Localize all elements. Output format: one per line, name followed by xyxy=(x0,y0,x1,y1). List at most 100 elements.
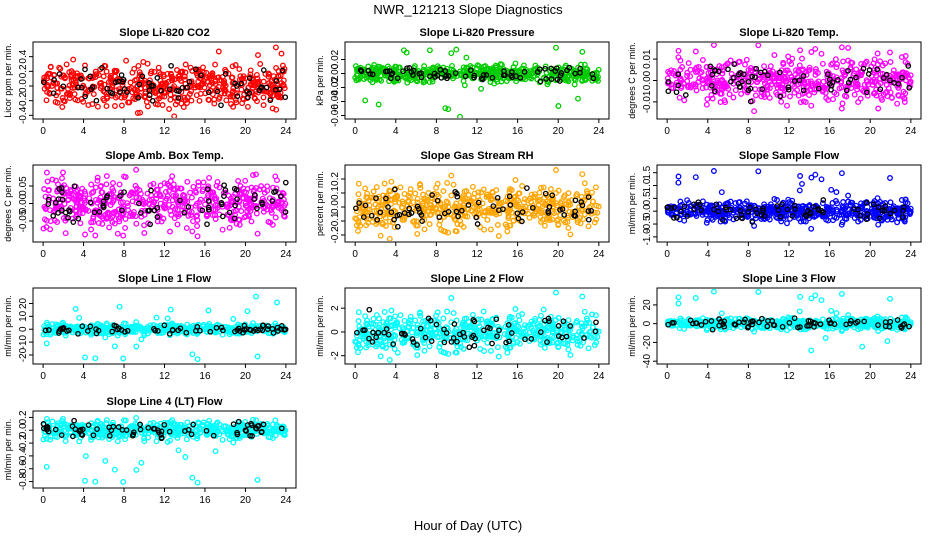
scatter-point xyxy=(229,80,236,86)
scatter-point xyxy=(578,330,585,337)
scatter-point xyxy=(161,205,168,212)
scatter-point xyxy=(799,55,805,62)
scatter-point xyxy=(485,209,492,216)
reference-point xyxy=(169,327,176,334)
reference-point xyxy=(462,73,469,80)
reference-point xyxy=(785,84,792,91)
reference-point xyxy=(46,327,52,333)
reference-point xyxy=(214,88,221,95)
scatter-point xyxy=(397,184,404,191)
reference-point xyxy=(800,87,807,94)
scatter-point xyxy=(393,319,400,326)
reference-point xyxy=(712,67,718,73)
scatter-point xyxy=(898,71,905,77)
scatter-point xyxy=(417,184,424,191)
scatter-point xyxy=(355,227,361,234)
reference-point xyxy=(391,216,397,223)
scatter-point xyxy=(376,315,382,322)
scatter-point xyxy=(818,176,825,183)
scatter-point xyxy=(452,349,459,356)
scatter-point xyxy=(565,78,572,85)
scatter-point xyxy=(161,202,168,209)
scatter-point xyxy=(565,346,572,353)
scatter-point xyxy=(590,324,596,331)
scatter-point xyxy=(752,92,759,99)
chart-title: Slope Li-820 Temp. xyxy=(739,27,838,39)
scatter-point xyxy=(460,202,467,209)
scatter-point xyxy=(255,81,262,88)
scatter-point xyxy=(564,212,571,219)
scatter-point xyxy=(254,230,261,237)
scatter-point xyxy=(140,58,147,65)
scatter-point xyxy=(843,211,850,218)
scatter-point xyxy=(183,225,190,232)
scatter-point xyxy=(902,196,909,203)
scatter-point xyxy=(167,178,174,185)
scatter-point xyxy=(797,47,804,54)
scatter-point xyxy=(386,356,393,363)
reference-point xyxy=(406,205,413,212)
scatter-point xyxy=(74,187,81,194)
x-tick-label: 12 xyxy=(159,371,171,382)
scatter-point xyxy=(229,63,236,70)
scatter-point xyxy=(494,344,501,351)
scatter-point xyxy=(444,308,451,315)
scatter-point xyxy=(875,221,882,228)
x-tick-label: 4 xyxy=(705,249,711,260)
y-tick-label: 2 xyxy=(330,305,341,311)
scatter-point xyxy=(188,194,195,201)
reference-point xyxy=(64,328,70,334)
reference-point xyxy=(124,89,130,95)
scatter-point xyxy=(773,89,780,96)
reference-point xyxy=(765,72,771,79)
reference-point xyxy=(747,98,754,105)
scatter-point xyxy=(63,61,70,68)
reference-point xyxy=(453,208,460,215)
reference-point xyxy=(417,209,423,216)
scatter-point xyxy=(574,338,581,345)
scatter-point xyxy=(407,190,414,197)
scatter-point xyxy=(777,215,784,222)
scatter-point xyxy=(800,84,807,91)
scatter-point xyxy=(375,70,382,77)
y-tick-label: 0 xyxy=(642,320,653,326)
scatter-point xyxy=(137,109,144,116)
scatter-point xyxy=(278,50,285,57)
scatter-point xyxy=(553,289,559,296)
scatter-point xyxy=(202,201,208,208)
scatter-point xyxy=(557,212,564,219)
reference-point xyxy=(436,214,443,221)
reference-point xyxy=(166,331,173,337)
scatter-point xyxy=(743,198,750,205)
scatter-point xyxy=(59,175,65,182)
scatter-point xyxy=(591,333,598,340)
reference-point xyxy=(234,93,241,100)
chart-title: Slope Li-820 CO2 xyxy=(119,27,209,39)
scatter-point xyxy=(831,89,838,96)
scatter-point xyxy=(355,220,362,227)
reference-point xyxy=(42,327,49,334)
reference-point xyxy=(365,67,372,74)
scatter-point xyxy=(501,331,508,338)
reference-point xyxy=(496,327,502,334)
reference-point xyxy=(815,85,822,92)
scatter-point xyxy=(726,214,733,221)
reference-point xyxy=(82,66,88,73)
scatter-point xyxy=(172,94,179,101)
scatter-point xyxy=(460,345,467,352)
reference-point xyxy=(121,189,127,195)
reference-point xyxy=(747,85,754,92)
scatter-point xyxy=(363,320,370,327)
chart-title: Slope Amb. Box Temp. xyxy=(105,150,224,162)
scatter-point xyxy=(179,68,186,75)
reference-point xyxy=(593,319,599,326)
scatter-point xyxy=(857,95,864,102)
scatter-point xyxy=(382,344,389,351)
reference-point xyxy=(506,193,513,200)
scatter-point xyxy=(244,103,251,110)
scatter-point xyxy=(56,64,63,71)
reference-point xyxy=(779,201,785,208)
scatter-point xyxy=(168,71,174,78)
scatter-point xyxy=(205,194,212,201)
scatter-point xyxy=(525,197,531,204)
